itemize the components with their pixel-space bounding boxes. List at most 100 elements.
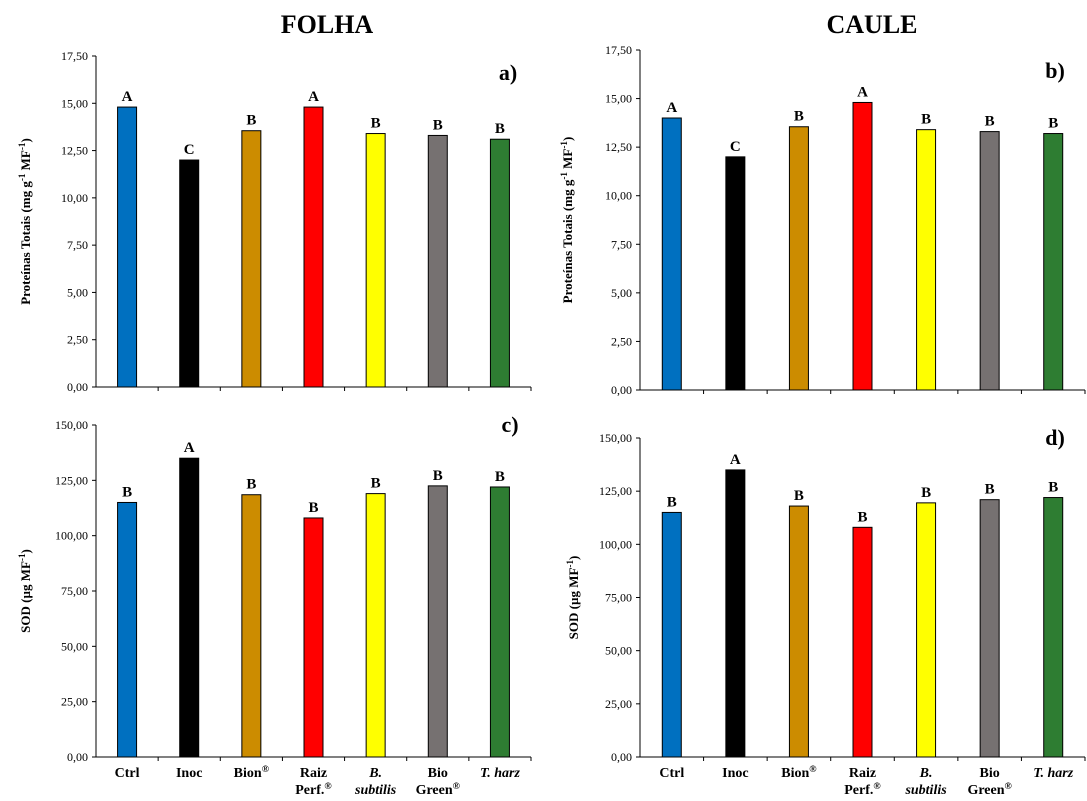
y-tick-label: 125,00 bbox=[599, 484, 632, 498]
y-tick-label: 0,00 bbox=[67, 380, 88, 394]
y-axis-label: Proteínas Totais (mg g-1 MF-1) bbox=[17, 138, 33, 305]
y-tick-label: 100,00 bbox=[55, 529, 88, 543]
significance-label: A bbox=[857, 84, 868, 100]
panel-letter: b) bbox=[1045, 58, 1065, 83]
significance-label: A bbox=[730, 452, 741, 468]
y-tick-label: 15,00 bbox=[61, 96, 88, 110]
y-tick-label: 125,00 bbox=[55, 473, 88, 487]
y-tick-label: 10,00 bbox=[61, 191, 88, 205]
x-category-label: T. harz bbox=[480, 766, 521, 781]
y-axis-label: SOD (µg MF-1) bbox=[17, 549, 33, 633]
bar-7 bbox=[489, 138, 510, 388]
y-tick-label: 7,50 bbox=[67, 238, 88, 252]
bar-2 bbox=[179, 457, 200, 758]
significance-label: A bbox=[184, 440, 195, 456]
panel-letter: c) bbox=[501, 412, 518, 437]
bar-2 bbox=[725, 156, 746, 391]
significance-label: B bbox=[794, 488, 804, 504]
chart-panel-4: 0,00 25,00 50,00 75,00 100,00 125,00 150,00 B Ct… bbox=[565, 425, 1086, 799]
significance-label: B bbox=[667, 494, 677, 510]
x-category-label: Inoc bbox=[176, 766, 202, 781]
y-tick-label: 150,00 bbox=[599, 431, 632, 445]
x-category-label: B. bbox=[368, 766, 382, 781]
x-category-label: Raiz bbox=[849, 766, 876, 781]
y-tick-label: 150,00 bbox=[55, 418, 88, 432]
bar-5 bbox=[916, 502, 937, 758]
significance-label: B bbox=[1048, 116, 1058, 132]
x-category-label: Ctrl bbox=[115, 766, 140, 781]
significance-label: B bbox=[246, 477, 256, 493]
significance-label: B bbox=[857, 509, 867, 525]
y-tick-label: 7,50 bbox=[611, 237, 632, 251]
chart-panel-1: 0,00 2,50 5,00 7,50 10,00 12,50 15,00 17,50 A C B A… bbox=[17, 49, 532, 394]
bar-3 bbox=[788, 505, 809, 758]
significance-label: B bbox=[495, 121, 505, 137]
panel-letter: d) bbox=[1045, 425, 1065, 450]
significance-label: B bbox=[371, 476, 381, 492]
significance-label: B bbox=[921, 112, 931, 128]
bar-2 bbox=[179, 159, 200, 388]
significance-label: A bbox=[666, 100, 677, 116]
bar-3 bbox=[788, 126, 809, 391]
bar-7 bbox=[1043, 497, 1064, 758]
x-category-label: Bio bbox=[428, 766, 448, 781]
y-tick-label: 0,00 bbox=[611, 750, 632, 764]
x-category-label-line2: subtilis bbox=[904, 783, 947, 798]
bar-2 bbox=[725, 469, 746, 758]
column-title-caule: CAULE bbox=[826, 10, 918, 39]
bar-1 bbox=[661, 117, 682, 391]
y-tick-label: 5,00 bbox=[611, 286, 632, 300]
bar-3 bbox=[241, 494, 262, 758]
significance-label: B bbox=[495, 469, 505, 485]
bar-6 bbox=[979, 131, 1000, 391]
y-tick-label: 50,00 bbox=[605, 644, 632, 658]
y-tick-label: 100,00 bbox=[599, 537, 632, 551]
y-tick-label: 50,00 bbox=[61, 639, 88, 653]
significance-label: B bbox=[985, 482, 995, 498]
bar-7 bbox=[1043, 133, 1064, 391]
significance-label: B bbox=[985, 114, 995, 130]
y-tick-label: 75,00 bbox=[605, 591, 632, 605]
x-category-label-line2: Green® bbox=[416, 781, 461, 799]
y-tick-label: 2,50 bbox=[611, 334, 632, 348]
x-category-label: Raiz bbox=[300, 766, 327, 781]
bar-4 bbox=[303, 106, 324, 388]
x-category-label: Ctrl bbox=[659, 766, 684, 781]
y-tick-label: 10,00 bbox=[605, 189, 632, 203]
x-category-label: T. harz bbox=[1033, 766, 1074, 781]
x-category-label: Inoc bbox=[722, 766, 748, 781]
y-axis-label: SOD (µg MF-1) bbox=[565, 556, 581, 640]
bar-6 bbox=[979, 499, 1000, 758]
significance-label: C bbox=[184, 142, 195, 158]
y-axis-label: Proteínas Totais (mg g-1 MF-1) bbox=[559, 137, 575, 304]
y-tick-label: 15,00 bbox=[605, 92, 632, 106]
bar-5 bbox=[365, 493, 386, 758]
significance-label: B bbox=[371, 116, 381, 132]
x-category-label-line2: Perf.® bbox=[844, 781, 881, 799]
significance-label: B bbox=[1048, 480, 1058, 496]
chart-panel-2: 0,00 2,50 5,00 7,50 10,00 12,50 15,00 17,50 A C B A… bbox=[559, 43, 1086, 397]
bar-6 bbox=[427, 485, 448, 758]
x-category-label: Bio bbox=[980, 766, 1000, 781]
bar-5 bbox=[365, 133, 386, 388]
x-category-label-line2: Perf.® bbox=[295, 781, 332, 799]
significance-label: B bbox=[246, 113, 256, 129]
x-category-label: Bion® bbox=[781, 764, 817, 782]
significance-label: B bbox=[433, 117, 443, 133]
bar-5 bbox=[916, 129, 937, 391]
significance-label: A bbox=[122, 89, 133, 105]
bar-3 bbox=[241, 130, 262, 388]
bar-1 bbox=[117, 501, 138, 758]
significance-label: B bbox=[308, 500, 318, 516]
significance-label: A bbox=[308, 89, 319, 105]
panel-letter: a) bbox=[499, 60, 517, 85]
y-tick-label: 17,50 bbox=[61, 49, 88, 63]
y-tick-label: 17,50 bbox=[605, 43, 632, 57]
significance-label: B bbox=[122, 484, 132, 500]
bar-7 bbox=[489, 486, 510, 758]
significance-label: B bbox=[433, 468, 443, 484]
bar-6 bbox=[427, 134, 448, 388]
x-category-label-line2: subtilis bbox=[354, 783, 397, 798]
